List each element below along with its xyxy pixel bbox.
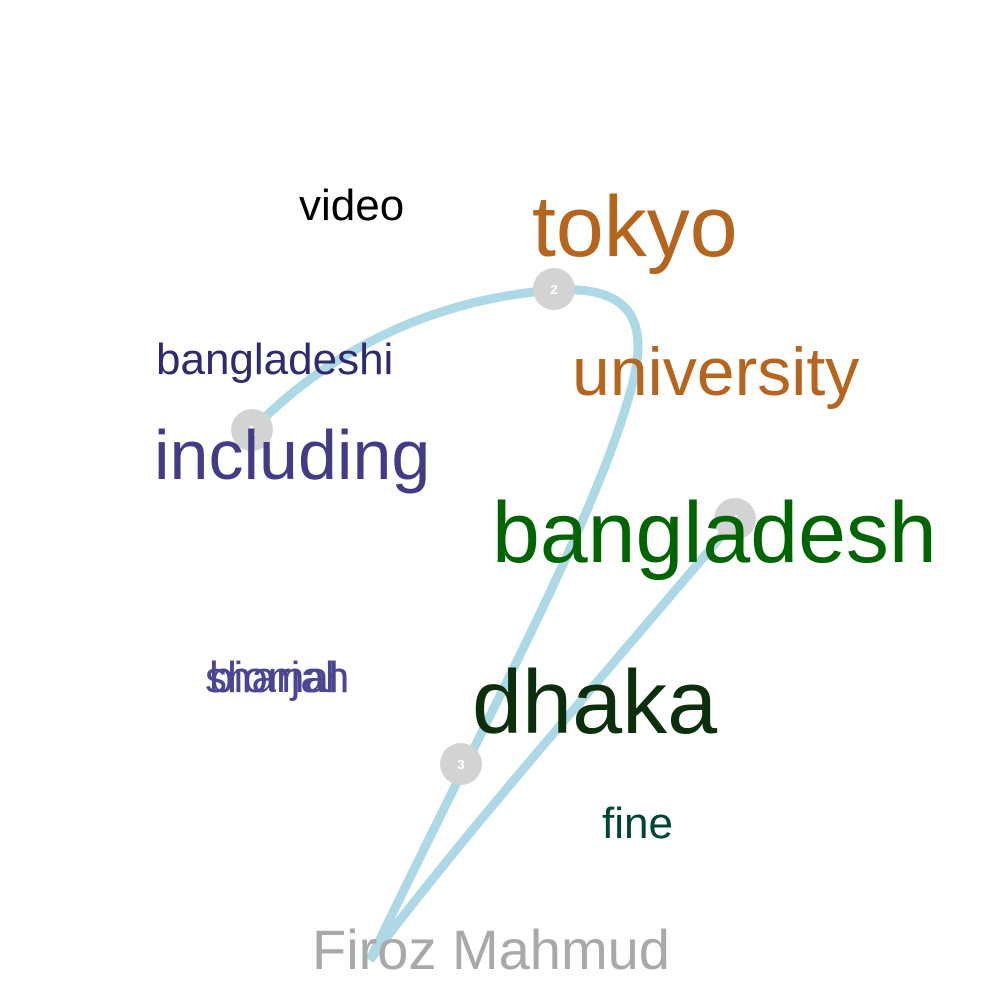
route-marker-label: 3 (457, 757, 464, 772)
word-biomal: biomal (209, 653, 339, 702)
word-video: video (299, 181, 405, 230)
word-dhaka: dhaka (472, 653, 718, 753)
word-fine: fine (602, 799, 673, 848)
word-sharjah: sharjah (205, 653, 350, 702)
route-marker-4: 4 (714, 498, 756, 540)
word-tokyo: tokyo (532, 179, 738, 275)
route-marker-label: 1 (248, 423, 255, 438)
route-marker-label: 4 (731, 512, 739, 527)
word-university: university (572, 334, 860, 410)
word-including: including (154, 416, 431, 494)
credit-text: Firoz Mahmud (312, 918, 670, 981)
route-marker-2: 2 (533, 268, 575, 310)
route-path (247, 285, 740, 963)
word-bangladesh: bangladesh (492, 485, 937, 581)
route-marker-1: 1 (231, 409, 273, 451)
route-marker-3: 3 (440, 743, 482, 785)
word-bangladeshi: bangladeshi (156, 335, 394, 384)
route-marker-label: 2 (550, 282, 557, 297)
